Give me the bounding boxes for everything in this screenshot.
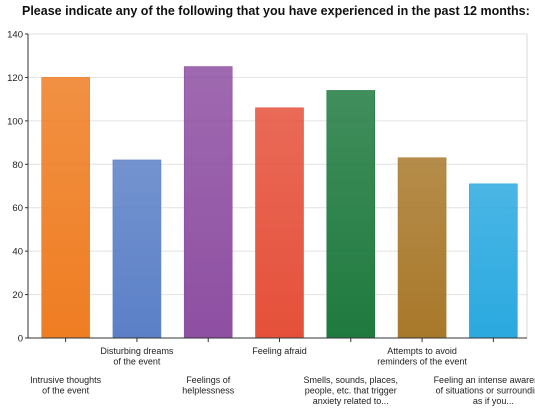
x-category-label: Feelings of helplessness <box>182 375 235 396</box>
axes: 0 20 40 60 80 100 120 140 <box>7 30 527 345</box>
x-category-label-line: Feeling afraid <box>252 346 307 356</box>
bar <box>255 107 304 339</box>
bar <box>183 66 233 339</box>
bar <box>41 77 90 339</box>
chart-title: Please indicate any of the following tha… <box>22 4 530 18</box>
bar <box>112 159 162 339</box>
x-category-label-line: anxiety related to... <box>313 396 389 406</box>
x-category-label-line: helplessness <box>182 386 235 396</box>
y-tick-label: 0 <box>18 334 23 345</box>
y-tick-label: 120 <box>7 73 23 84</box>
bar <box>326 90 376 339</box>
x-category-label-line: Intrusive thoughts <box>30 375 102 385</box>
y-tick-label: 60 <box>12 203 23 214</box>
x-category-label: Attempts to avoid reminders of the event <box>377 346 467 367</box>
x-category-label: Intrusive thoughts of the event <box>30 375 102 396</box>
x-category-label-line: Feeling an intense awareness <box>434 375 535 385</box>
x-category-label: Disturbing dreams of the event <box>100 346 174 367</box>
x-category-label-line: of the event <box>113 357 161 367</box>
x-category-label-line: Disturbing dreams <box>100 346 174 356</box>
category-labels: Intrusive thoughts of the eventDisturbing… <box>30 346 535 406</box>
x-category-label-line: Feelings of <box>186 375 231 385</box>
x-category-label: Smells, sounds, places, people, etc. that… <box>304 375 399 406</box>
x-category-label-line: of the event <box>42 386 90 396</box>
y-tick-label: 140 <box>7 30 23 41</box>
x-category-label-line: Smells, sounds, places, <box>304 375 399 385</box>
x-category-label-line: as if you... <box>473 396 514 406</box>
y-tick-label: 80 <box>12 160 23 171</box>
bar <box>469 183 518 339</box>
bar <box>397 157 447 339</box>
x-category-label: Feeling afraid <box>252 346 307 356</box>
x-category-label-line: of situations or surroundings, <box>436 386 535 396</box>
bars <box>41 66 518 339</box>
x-category-label-line: people, etc. that trigger <box>305 386 397 396</box>
y-tick-label: 40 <box>12 247 23 258</box>
y-tick-label: 100 <box>7 116 23 127</box>
x-category-label-line: Attempts to avoid <box>387 346 457 356</box>
x-category-label-line: reminders of the event <box>377 357 467 367</box>
y-tick-label: 20 <box>12 290 23 301</box>
x-category-label: Feeling an intense awarenessof situation… <box>434 375 535 406</box>
